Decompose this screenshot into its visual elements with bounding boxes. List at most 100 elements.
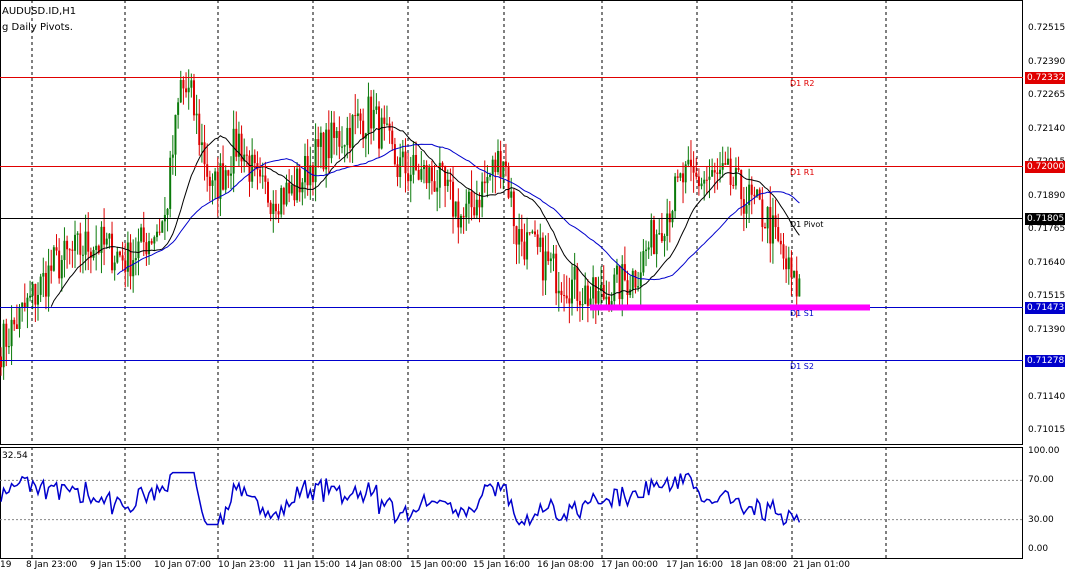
candle-body — [568, 298, 571, 304]
pivot-level-label: D1 R2 — [790, 78, 815, 88]
candle-body — [470, 191, 473, 208]
candle-body — [116, 251, 119, 263]
candle-body — [362, 120, 365, 139]
candle-body — [401, 151, 404, 158]
candle-body — [467, 191, 470, 204]
candle-body — [229, 173, 232, 176]
candle-body — [142, 227, 145, 243]
pivot-level-label: D1 R1 — [790, 167, 815, 177]
candle-body — [547, 251, 550, 262]
candle-body — [145, 242, 148, 255]
candle-body — [74, 234, 77, 251]
candle-body — [573, 266, 576, 280]
candle-body — [565, 295, 568, 299]
candle-body — [333, 122, 336, 138]
pivot-price-tag: 0.71278 — [1025, 354, 1065, 367]
candle-body — [76, 233, 79, 235]
price-chart[interactable] — [0, 0, 1023, 445]
candle-body — [446, 179, 449, 186]
candle-body — [354, 115, 357, 117]
candle-body — [42, 272, 45, 277]
candle-body — [232, 128, 235, 174]
candle-body — [251, 154, 254, 182]
candle-body — [621, 264, 624, 300]
candle-body — [774, 215, 777, 228]
candle-body — [409, 174, 412, 182]
candle-body — [277, 211, 280, 215]
candle-body — [346, 127, 349, 146]
candle-body — [37, 294, 40, 305]
time-axis-label: 11 Jan 15:00 — [283, 560, 340, 570]
candle-body — [422, 165, 425, 170]
candle-body — [235, 128, 238, 157]
candle-body — [187, 87, 190, 93]
rsi-panel[interactable] — [0, 447, 1023, 559]
candle-body — [563, 295, 566, 297]
candle-body — [7, 346, 10, 348]
candle-body — [597, 291, 600, 304]
price-axis-label: 0.71765 — [1028, 224, 1066, 235]
time-axis-label: 17 Jan 16:00 — [666, 560, 723, 570]
candle-body — [763, 227, 766, 229]
candle-body — [81, 254, 84, 256]
candle-body — [555, 253, 558, 294]
candle-body — [23, 302, 26, 308]
candle-body — [356, 113, 359, 117]
candle-body — [663, 235, 666, 242]
candle-body — [124, 260, 127, 272]
candle-body — [489, 174, 492, 177]
candle-body — [631, 270, 634, 290]
candle-body — [671, 211, 674, 223]
candle-body — [5, 323, 8, 347]
support-zone-highlight — [590, 304, 870, 311]
candle-body — [200, 142, 203, 146]
time-axis-label: 18 Jan 08:00 — [730, 560, 787, 570]
candle-body — [348, 127, 351, 148]
candle-body — [737, 168, 740, 170]
candle-body — [726, 158, 729, 165]
time-axis-label: 15 Jan 00:00 — [410, 560, 467, 570]
candle-body — [785, 258, 788, 270]
candle-body — [375, 106, 378, 110]
candle-body — [523, 241, 526, 260]
candle-body — [0, 356, 2, 368]
candle-body — [433, 181, 436, 192]
candle-body — [512, 191, 515, 227]
candle-body — [713, 170, 716, 173]
candle-body — [259, 169, 262, 177]
candle-body — [629, 289, 632, 296]
candle-body — [650, 220, 653, 248]
candle-body — [740, 169, 743, 200]
candle-body — [528, 232, 531, 234]
candle-body — [370, 96, 373, 129]
candle-body — [486, 176, 489, 184]
candle-body — [126, 242, 129, 272]
candle-body — [692, 166, 695, 173]
candle-body — [687, 159, 690, 165]
candle-body — [795, 270, 798, 297]
candle-body — [169, 157, 172, 209]
candle-body — [100, 226, 103, 253]
candle-body — [89, 251, 92, 258]
candle-body — [111, 233, 114, 271]
rsi-axis-label: 70.00 — [1028, 475, 1054, 486]
candle-body — [15, 324, 18, 330]
price-axis-label: 0.72265 — [1028, 90, 1066, 101]
candle-body — [166, 208, 169, 215]
candle-body — [393, 144, 396, 165]
candle-body — [520, 229, 523, 242]
candle-body — [269, 202, 272, 215]
candle-body — [608, 296, 611, 311]
price-axis-label: 0.71515 — [1028, 291, 1066, 302]
price-axis-label: 0.71140 — [1028, 391, 1066, 402]
candle-body — [359, 113, 362, 121]
candle-body — [285, 182, 288, 205]
candle-body — [634, 270, 637, 288]
candle-body — [87, 231, 90, 252]
candle-body — [430, 167, 433, 182]
candle-body — [121, 255, 124, 261]
candle-body — [129, 242, 132, 277]
candle-body — [420, 169, 423, 180]
candle-body — [301, 182, 304, 193]
candle-body — [309, 165, 312, 186]
